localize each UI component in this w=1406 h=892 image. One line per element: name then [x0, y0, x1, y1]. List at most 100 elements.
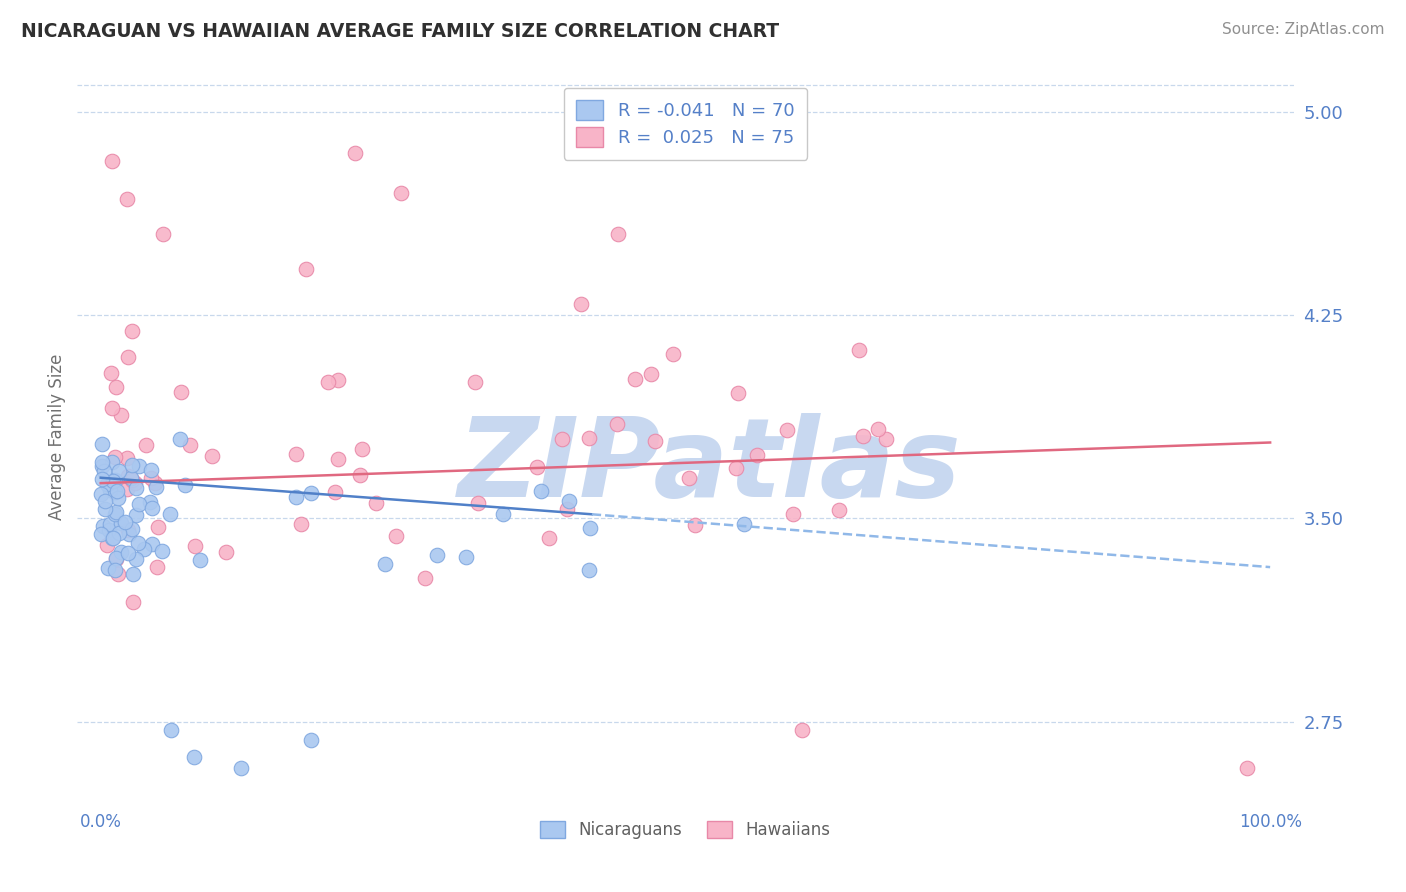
Point [143, 475, 166, 490]
Point [98, 516, 121, 531]
Point [135, 438, 157, 452]
Point [96, 477, 118, 491]
Point [316, 376, 339, 390]
Point [558, 494, 581, 508]
Point [152, 227, 174, 241]
Point [104, 563, 127, 577]
Point [328, 373, 350, 387]
Point [93, 464, 115, 478]
Point [115, 482, 138, 496]
Point [94, 502, 117, 516]
Point [413, 571, 436, 585]
Point [875, 432, 897, 446]
Point [104, 473, 127, 487]
Point [90, 526, 112, 541]
Point [179, 438, 201, 452]
Point [117, 351, 139, 365]
Point [848, 343, 870, 358]
Point [121, 522, 143, 536]
Y-axis label: Average Family Size: Average Family Size [48, 354, 66, 520]
Text: NICARAGUAN VS HAWAIIAN AVERAGE FAMILY SIZE CORRELATION CHART: NICARAGUAN VS HAWAIIAN AVERAGE FAMILY SI… [21, 22, 779, 41]
Point [96, 538, 118, 552]
Point [121, 324, 143, 338]
Point [90, 455, 112, 469]
Point [350, 442, 373, 457]
Point [117, 546, 139, 560]
Point [285, 490, 308, 504]
Point [101, 531, 124, 545]
Point [125, 508, 148, 522]
Point [121, 458, 143, 472]
Point [93, 493, 115, 508]
Point [1236, 761, 1258, 775]
Point [110, 516, 132, 530]
Point [107, 464, 129, 478]
Point [640, 367, 662, 381]
Point [385, 529, 408, 543]
Point [159, 507, 181, 521]
Point [557, 502, 579, 516]
Point [579, 521, 602, 535]
Point [100, 483, 122, 498]
Point [467, 495, 489, 509]
Point [141, 501, 163, 516]
Point [578, 431, 600, 445]
Point [349, 468, 371, 483]
Point [325, 485, 347, 500]
Point [121, 473, 143, 487]
Point [148, 520, 170, 534]
Point [118, 526, 141, 541]
Point [97, 561, 120, 575]
Point [139, 463, 162, 477]
Point [110, 545, 132, 559]
Point [145, 560, 167, 574]
Point [607, 227, 630, 241]
Point [550, 432, 572, 446]
Point [201, 450, 224, 464]
Point [128, 497, 150, 511]
Point [103, 531, 125, 545]
Point [852, 429, 875, 443]
Point [105, 505, 128, 519]
Point [366, 496, 388, 510]
Point [344, 145, 367, 160]
Point [110, 409, 132, 423]
Point [122, 566, 145, 581]
Point [139, 470, 162, 484]
Point [215, 545, 238, 559]
Point [294, 262, 316, 277]
Point [150, 544, 173, 558]
Point [101, 475, 124, 489]
Point [326, 452, 349, 467]
Point [104, 450, 127, 464]
Point [114, 515, 136, 529]
Point [127, 535, 149, 549]
Point [578, 563, 600, 577]
Point [145, 480, 167, 494]
Point [104, 508, 127, 522]
Point [138, 494, 160, 508]
Point [122, 594, 145, 608]
Point [107, 566, 129, 581]
Point [170, 384, 193, 399]
Point [285, 447, 308, 461]
Point [492, 508, 515, 522]
Point [120, 471, 142, 485]
Point [105, 551, 128, 566]
Point [117, 469, 139, 483]
Point [662, 347, 685, 361]
Point [426, 548, 449, 562]
Point [125, 552, 148, 566]
Point [530, 483, 553, 498]
Point [173, 478, 195, 492]
Text: Source: ZipAtlas.com: Source: ZipAtlas.com [1222, 22, 1385, 37]
Point [678, 471, 700, 485]
Point [160, 723, 183, 737]
Point [188, 552, 211, 566]
Point [169, 432, 191, 446]
Point [91, 458, 114, 473]
Point [724, 460, 747, 475]
Point [229, 761, 252, 775]
Point [374, 557, 396, 571]
Point [683, 517, 706, 532]
